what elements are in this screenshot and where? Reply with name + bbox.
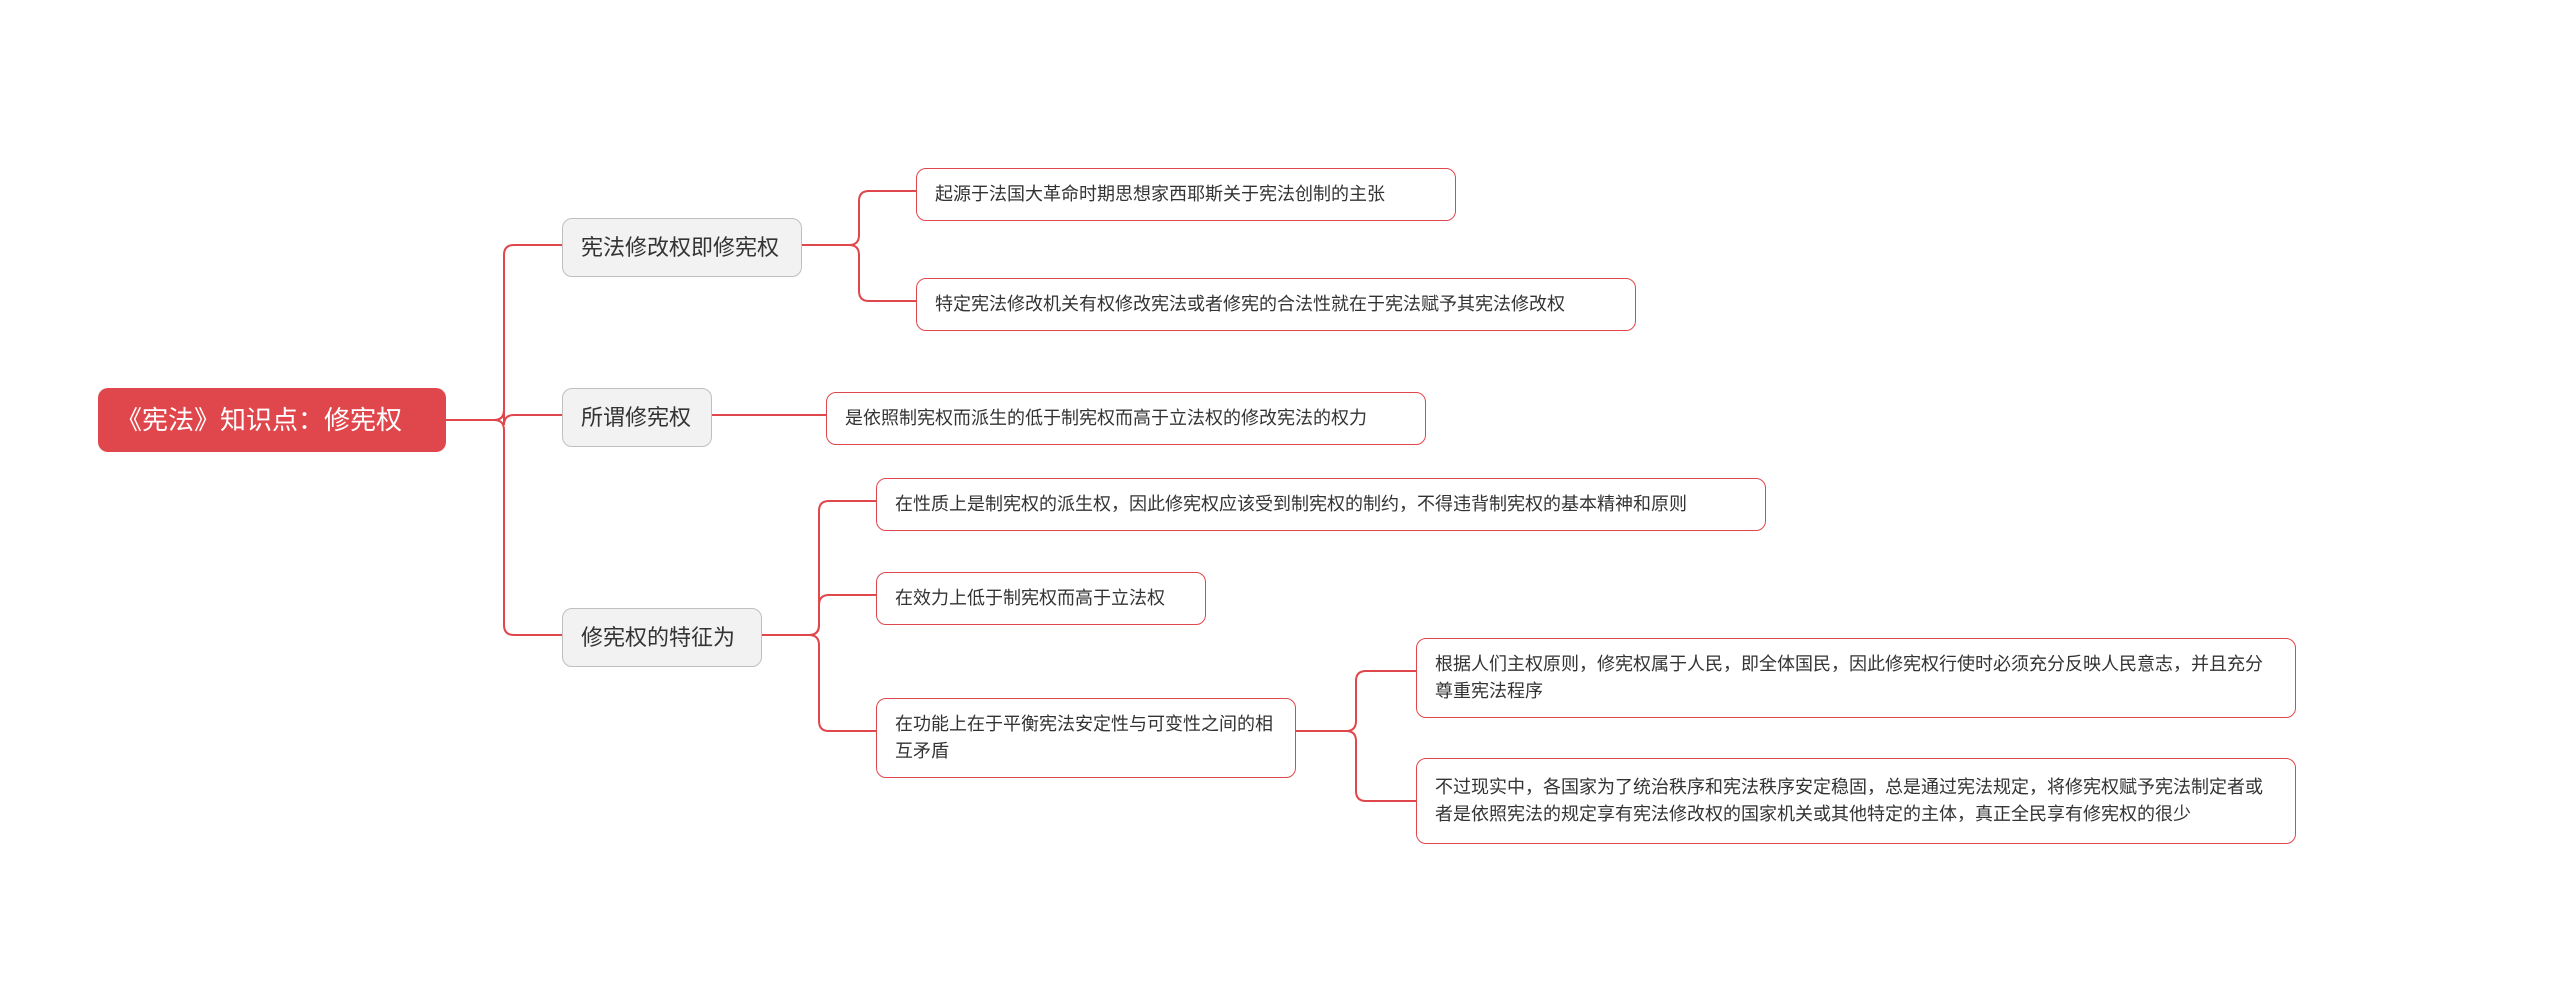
- leaf-node-2: 特定宪法修改机关有权修改宪法或者修宪的合法性就在于宪法赋予其宪法修改权: [916, 278, 1636, 331]
- root-node: 《宪法》知识点：修宪权: [98, 388, 446, 452]
- branch-node-3: 修宪权的特征为: [562, 608, 762, 667]
- leaf-node-3: 是依照制宪权而派生的低于制宪权而高于立法权的修改宪法的权力: [826, 392, 1426, 445]
- leaf-node-6: 在功能上在于平衡宪法安定性与可变性之间的相互矛盾: [876, 698, 1296, 778]
- branch-node-2: 所谓修宪权: [562, 388, 712, 447]
- leaf-node-1: 起源于法国大革命时期思想家西耶斯关于宪法创制的主张: [916, 168, 1456, 221]
- leaf-node-7: 根据人们主权原则，修宪权属于人民，即全体国民，因此修宪权行使时必须充分反映人民意…: [1416, 638, 2296, 718]
- leaf-node-4: 在性质上是制宪权的派生权，因此修宪权应该受到制宪权的制约，不得违背制宪权的基本精…: [876, 478, 1766, 531]
- leaf-node-8: 不过现实中，各国家为了统治秩序和宪法秩序安定稳固，总是通过宪法规定，将修宪权赋予…: [1416, 758, 2296, 844]
- branch-node-1: 宪法修改权即修宪权: [562, 218, 802, 277]
- leaf-node-5: 在效力上低于制宪权而高于立法权: [876, 572, 1206, 625]
